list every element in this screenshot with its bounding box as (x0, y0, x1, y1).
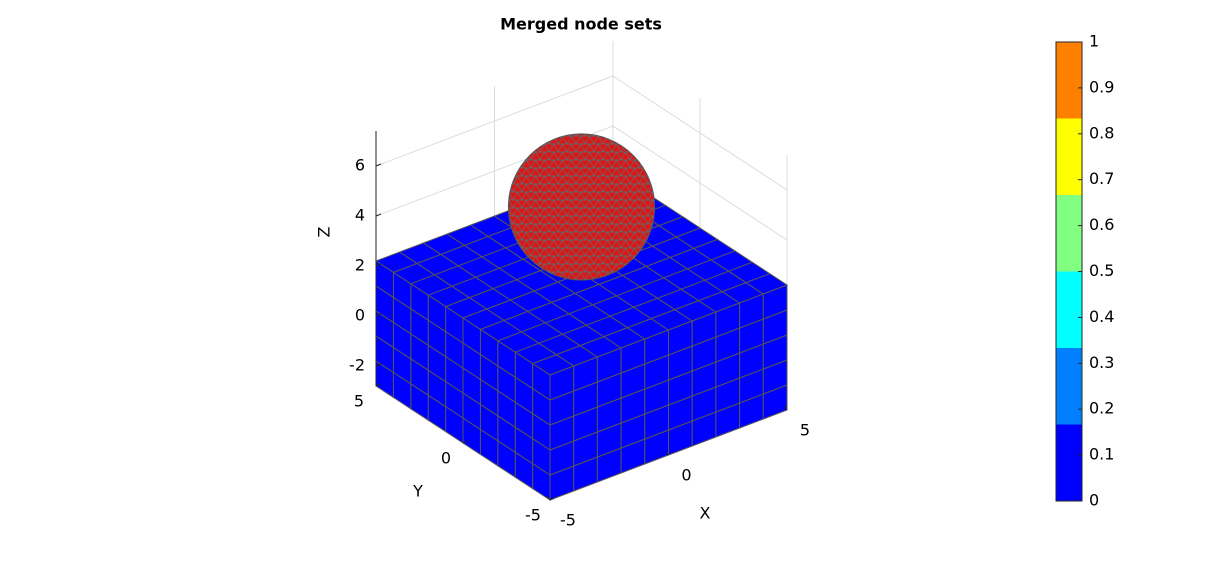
z-tick (375, 363, 382, 367)
colorbar-segment (1056, 271, 1082, 348)
colorbar-segment (1056, 348, 1082, 425)
colorbar-tick-label: 0.1 (1089, 445, 1114, 464)
y-tick (462, 440, 468, 444)
x-tick-label: 5 (800, 421, 810, 440)
colorbar-tick-label: 0.6 (1089, 215, 1114, 234)
y-tick (549, 497, 555, 501)
y-tick-label: 5 (354, 392, 364, 411)
colorbar-tick-label: 0.7 (1089, 169, 1114, 188)
colorbar-tick-label: 0.9 (1089, 77, 1114, 96)
x-axis-label: X (700, 504, 711, 523)
z-tick-label: 2 (355, 256, 365, 275)
z-tick (375, 313, 382, 317)
z-axis-label: Z (315, 226, 334, 237)
y-tick-label: 0 (441, 449, 451, 468)
x-tick-label: 0 (681, 466, 691, 485)
sphere-mesh (508, 134, 655, 280)
grid-line (612, 75, 788, 191)
chart-title: Merged node sets (500, 15, 662, 34)
y-tick-label: -5 (525, 506, 541, 525)
colorbar-tick-label: 0 (1089, 491, 1099, 510)
z-tick-label: 0 (355, 306, 365, 325)
z-tick (375, 163, 382, 167)
x-tick (546, 495, 551, 501)
grid-line (375, 75, 614, 167)
y-tick (375, 383, 381, 387)
x-tick (783, 405, 788, 411)
x-tick-label: -5 (560, 511, 576, 530)
colorbar-segment (1056, 118, 1082, 195)
box-face (762, 284, 788, 320)
colorbar-tick-label: 1 (1089, 32, 1099, 51)
colorbar-tick-label: 0.5 (1089, 261, 1114, 280)
colorbar-segment (1056, 42, 1082, 119)
x-tick (665, 450, 669, 456)
z-tick (375, 213, 382, 217)
colorbar-tick-label: 0.3 (1089, 353, 1114, 372)
colorbar-tick-label: 0.8 (1089, 123, 1114, 142)
colorbar-segment (1056, 195, 1082, 272)
z-tick (375, 263, 382, 267)
y-axis-label: Y (412, 482, 423, 501)
z-tick-label: 6 (355, 156, 365, 175)
colorbar-tick-label: 0.4 (1089, 307, 1114, 326)
z-tick-label: -2 (349, 356, 365, 375)
z-tick-label: 4 (355, 206, 365, 225)
grid-line (612, 125, 788, 241)
colorbar-segment (1056, 424, 1082, 501)
colorbar-tick-label: 0.2 (1089, 399, 1114, 418)
